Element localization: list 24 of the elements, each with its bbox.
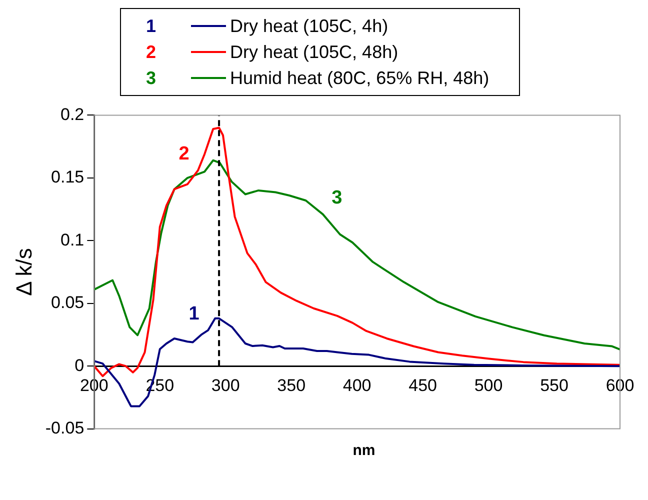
- x-tick-label: 550: [540, 376, 568, 395]
- y-tick-label: 0: [74, 356, 84, 375]
- x-tick-label: 350: [277, 376, 306, 395]
- x-axis-title: nm: [352, 442, 376, 459]
- legend-label: Humid heat (80C, 65% RH, 48h): [230, 68, 490, 88]
- x-tick-label: 300: [211, 376, 240, 395]
- y-tick-label: 0.05: [51, 293, 84, 312]
- x-tick-label: 500: [474, 376, 503, 395]
- x-tick-label: 600: [606, 376, 634, 395]
- y-tick-label: -0.05: [45, 418, 84, 438]
- y-tick-label: 0.15: [51, 168, 84, 187]
- text: 1: [146, 16, 156, 36]
- legend-label: Dry heat (105C, 4h): [230, 16, 388, 36]
- annotation: 2: [178, 144, 190, 165]
- x-tick-label: 400: [342, 376, 372, 395]
- x-tick-label: 450: [408, 376, 437, 395]
- text: 2: [146, 42, 156, 62]
- annotation: 1: [188, 304, 200, 325]
- y-axis-title: Δ k/s: [11, 248, 36, 296]
- y-tick-label: 0.2: [60, 104, 84, 124]
- y-tick-label: 0.1: [60, 230, 84, 250]
- annotation: 3: [332, 188, 342, 209]
- legend-label: Dry heat (105C, 48h): [230, 42, 398, 62]
- text: 3: [146, 68, 156, 88]
